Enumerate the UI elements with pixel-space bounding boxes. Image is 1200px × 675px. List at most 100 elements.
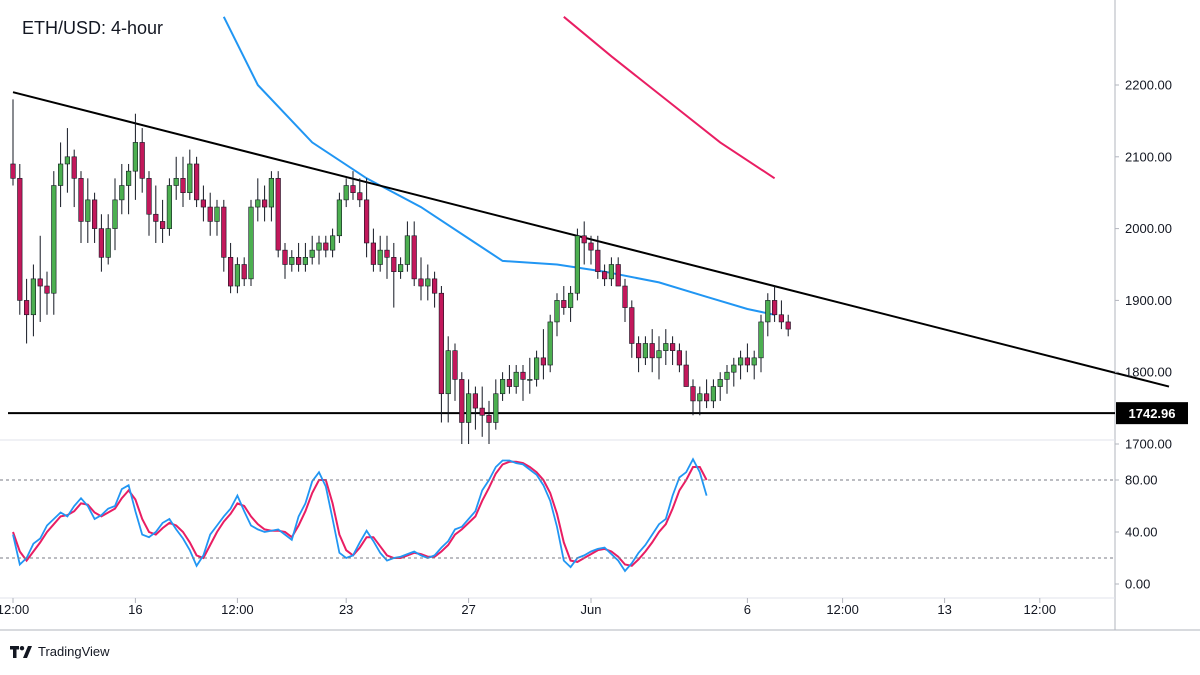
candle: [697, 386, 703, 416]
candle-body: [221, 206, 227, 258]
candle: [527, 357, 533, 394]
candle-body: [404, 235, 411, 265]
candle: [724, 365, 730, 394]
candle: [690, 379, 696, 416]
candle-body: [744, 357, 750, 366]
candle-body: [214, 206, 220, 222]
candle: [268, 171, 275, 222]
candle: [71, 149, 77, 208]
candle: [391, 242, 397, 308]
osc-tick-label: 0.00: [1125, 577, 1150, 592]
candle: [160, 199, 166, 243]
candle-body: [295, 257, 302, 265]
candle: [57, 142, 64, 208]
candle-body: [540, 357, 546, 366]
candle: [85, 178, 91, 243]
candle-body: [194, 163, 200, 201]
candle: [289, 250, 295, 272]
moving-average-line: [222, 16, 775, 316]
osc-tick-label: 80.00: [1125, 473, 1158, 488]
candle-body: [241, 264, 247, 280]
candle-body: [44, 285, 50, 294]
candle-body: [302, 257, 309, 265]
candle: [275, 171, 281, 258]
candle-body: [78, 178, 84, 222]
candle-body: [561, 300, 567, 308]
candle-body: [363, 199, 370, 244]
candle-body: [737, 357, 744, 366]
candle: [397, 257, 404, 279]
candle: [261, 185, 268, 222]
stochastic-d-line: [12, 460, 708, 567]
candle: [778, 300, 784, 330]
candle-body: [282, 249, 288, 265]
candle-body: [731, 364, 737, 373]
candle: [343, 178, 349, 208]
candle-body: [683, 364, 689, 387]
candle-body: [452, 350, 458, 380]
candle: [431, 271, 438, 308]
candle-body: [533, 357, 540, 380]
candle: [758, 314, 764, 373]
candle-body: [309, 249, 315, 258]
candle: [282, 242, 288, 279]
candle-body: [506, 379, 513, 387]
candle-body: [527, 379, 533, 381]
time-tick-label: 12:00: [826, 602, 859, 617]
candle: [316, 235, 322, 265]
candle-body: [778, 314, 784, 323]
candle: [771, 286, 778, 322]
time-tick-label: 12:00: [0, 602, 29, 617]
candle: [64, 128, 70, 193]
candle: [37, 235, 43, 322]
candle-body: [370, 242, 377, 265]
candle: [377, 235, 383, 272]
candle-body: [289, 257, 295, 265]
candle: [642, 336, 648, 366]
candle: [499, 372, 506, 401]
candle: [486, 400, 492, 444]
candle: [132, 113, 139, 200]
candle-body: [649, 343, 655, 359]
candle-body: [554, 300, 560, 323]
candle: [51, 171, 57, 315]
time-tick-label: 23: [339, 602, 353, 617]
candle-body: [10, 163, 16, 179]
tradingview-watermark: TradingView: [10, 644, 110, 659]
candle-body: [765, 300, 771, 323]
candle-body: [669, 343, 676, 351]
candle-body: [71, 156, 77, 179]
candle: [608, 257, 614, 287]
candle-body: [608, 264, 614, 280]
candle: [601, 264, 608, 287]
price-tick-label: 2200.00: [1125, 78, 1172, 93]
candle-body: [37, 278, 43, 287]
candle-body: [479, 407, 485, 416]
candle: [248, 199, 254, 287]
candle: [744, 343, 750, 373]
candle-body: [547, 321, 553, 366]
candle-body: [92, 199, 98, 229]
candle: [255, 178, 261, 222]
candle-body: [173, 178, 179, 186]
candle: [540, 329, 546, 380]
candle-body: [248, 206, 254, 280]
candle: [146, 171, 152, 236]
candle: [547, 314, 553, 373]
time-tick-label: 13: [937, 602, 951, 617]
candle-body: [520, 371, 526, 380]
candle: [23, 278, 30, 344]
candle-body: [751, 357, 757, 366]
candle: [513, 365, 519, 394]
candle: [717, 372, 723, 401]
watermark-text: TradingView: [38, 644, 110, 659]
candle: [588, 235, 594, 265]
candle-body: [153, 213, 159, 222]
candle-body: [105, 228, 111, 258]
candle-body: [588, 242, 594, 251]
time-tick-label: 16: [128, 602, 142, 617]
candle: [663, 329, 669, 366]
candle-body: [656, 350, 662, 359]
price-tick-label: 1700.00: [1125, 437, 1172, 452]
